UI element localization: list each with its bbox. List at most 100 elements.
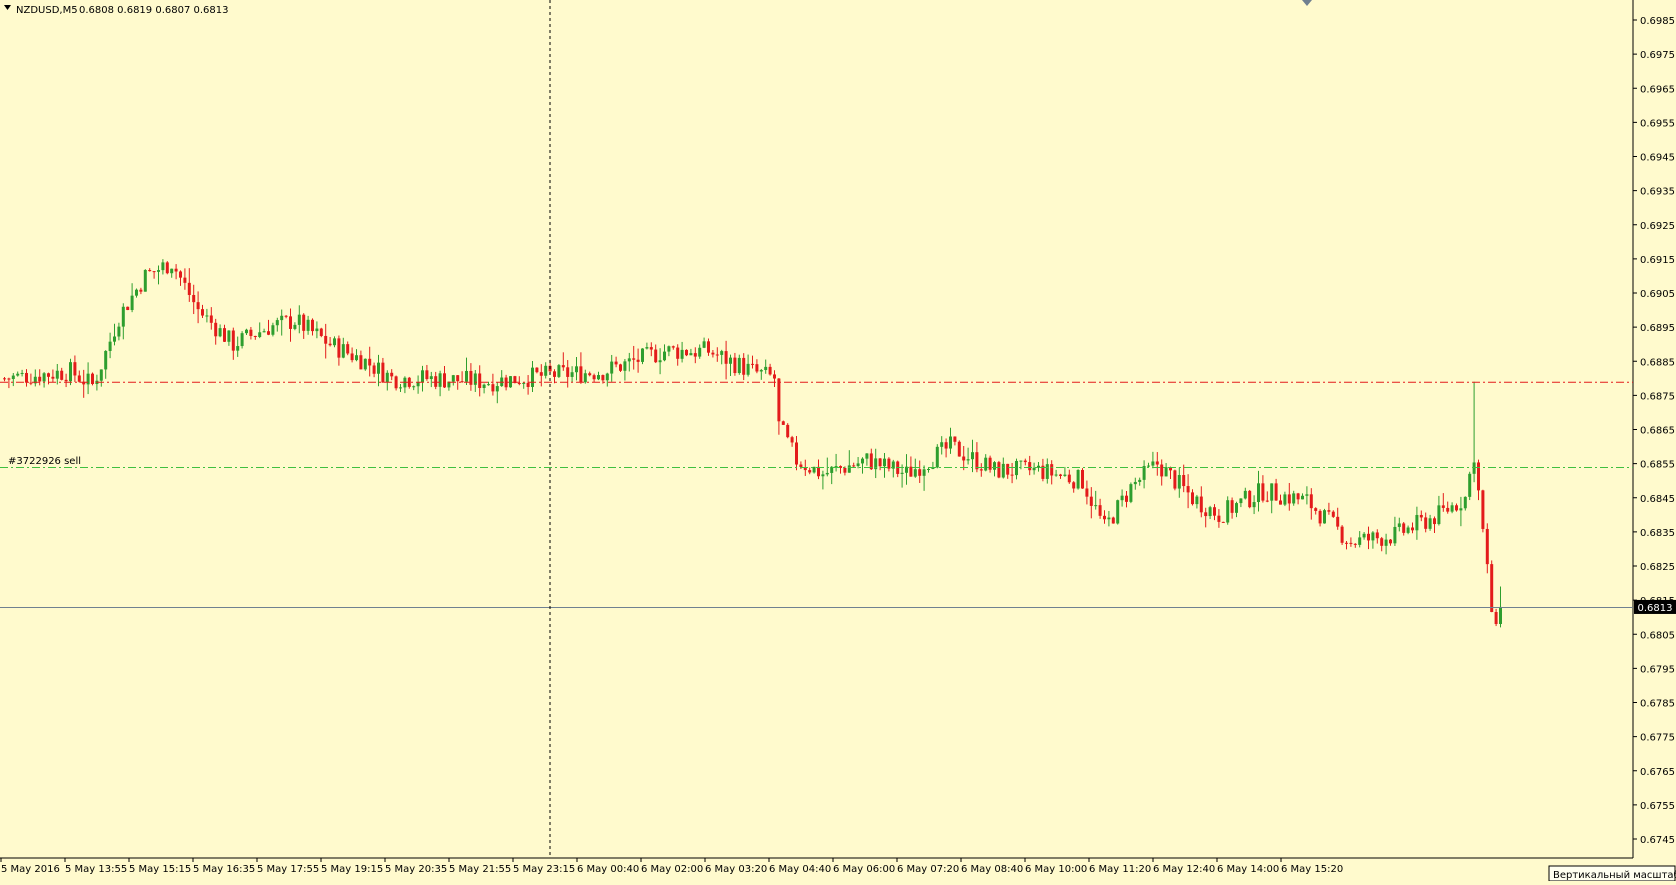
candle-body (1213, 507, 1216, 516)
candle-body (1164, 467, 1168, 477)
candle-body (913, 469, 917, 477)
shift-marker-icon[interactable] (1302, 0, 1312, 6)
x-tick-label: 5 May 20:35 (385, 864, 447, 875)
candle-body (130, 295, 134, 311)
candle-body (755, 364, 759, 372)
candle-body (808, 470, 812, 473)
candle-body (566, 367, 570, 377)
candle-body (830, 466, 834, 473)
y-tick-label: 0.6785 (1640, 699, 1675, 710)
candle-body (1103, 515, 1106, 520)
candle-body (698, 347, 702, 357)
candle-body (711, 352, 715, 355)
candle-body (1173, 470, 1177, 489)
candle-body (280, 315, 284, 321)
candle-body (249, 329, 253, 336)
x-tick-label: 6 May 15:20 (1281, 864, 1343, 875)
candle-body (601, 375, 605, 381)
candle-body (689, 353, 693, 356)
candle-body (108, 341, 112, 351)
candle-body (1468, 473, 1472, 497)
x-tick-label: 6 May 03:20 (705, 864, 767, 875)
candle-body (258, 332, 262, 337)
candle-body (73, 362, 77, 376)
candle-body (861, 458, 864, 464)
candle-body (610, 361, 614, 374)
candle-body (262, 331, 266, 333)
candle-body (359, 355, 363, 370)
candle-body (491, 384, 495, 392)
candle-body (214, 322, 218, 337)
y-tick-label: 0.6935 (1640, 187, 1675, 198)
candle-body (764, 366, 768, 371)
candle-body (1331, 511, 1335, 517)
candle-body (1261, 483, 1265, 501)
candle-body (671, 346, 675, 348)
candle-body (91, 373, 94, 385)
candle-body (561, 365, 565, 368)
candle-body (1472, 462, 1476, 474)
candle-body (759, 370, 763, 372)
candle-body (667, 346, 671, 352)
candle-body (1485, 528, 1489, 565)
candle-body (33, 376, 37, 384)
candle-body (165, 262, 169, 274)
candle-body (1230, 500, 1234, 513)
candle-body (82, 381, 86, 385)
x-tick-label: 5 May 17:55 (257, 864, 319, 875)
candle-body (183, 277, 187, 283)
candle-body (685, 349, 688, 356)
candle-body (812, 466, 816, 473)
candle-body (1006, 463, 1010, 475)
candle-body (1428, 518, 1432, 529)
candle-body (1397, 523, 1401, 527)
candle-body (245, 329, 248, 334)
candle-body (7, 378, 11, 380)
candle-body (421, 370, 424, 383)
candle-body (174, 268, 178, 272)
candle-body (346, 344, 350, 354)
candle-body (852, 465, 856, 467)
candle-body (707, 341, 710, 353)
price-axis[interactable]: 0.6985 0.6975 0.6965 0.6955 0.6945 0.6935 0.69… (1633, 16, 1675, 846)
candle-body (399, 387, 402, 389)
candle-body (218, 328, 222, 337)
x-tick-label: 6 May 08:40 (961, 864, 1023, 875)
candle-body (847, 465, 851, 473)
y-tick-label: 0.6965 (1640, 84, 1675, 95)
time-axis[interactable]: 5 May 2016 5 May 13:55 5 May 15:15 5 May 16… (0, 858, 1343, 875)
candle-body (803, 466, 807, 471)
candle-body (900, 472, 904, 474)
candle-body (1129, 484, 1133, 502)
candle-body (1257, 483, 1260, 503)
candle-body (1221, 521, 1225, 523)
candle-body (1411, 527, 1414, 531)
y-tick-label: 0.6825 (1640, 562, 1675, 573)
candle-body (201, 309, 204, 316)
candle-body (1318, 510, 1322, 524)
candle-body (289, 316, 292, 329)
candle-body (874, 458, 878, 470)
y-tick-label: 0.6865 (1640, 426, 1675, 437)
candle-body (139, 289, 143, 292)
y-tick-label: 0.6835 (1640, 528, 1675, 539)
candle-body (1177, 475, 1181, 489)
candle-body (979, 469, 983, 471)
candle-body (161, 262, 165, 271)
x-tick-label: 6 May 12:40 (1153, 864, 1215, 875)
candle-body (1204, 512, 1208, 517)
candle-body (368, 358, 372, 366)
candle-body (768, 366, 772, 375)
candle-body (1455, 505, 1458, 511)
candle-body (627, 358, 631, 362)
candle-body (742, 357, 746, 375)
candle-body (99, 369, 103, 381)
candle-body (469, 370, 473, 385)
candle-body (337, 338, 341, 358)
x-tick-label: 5 May 15:15 (129, 864, 191, 875)
candle-body (1301, 495, 1304, 500)
chevron-down-icon[interactable] (4, 5, 11, 10)
